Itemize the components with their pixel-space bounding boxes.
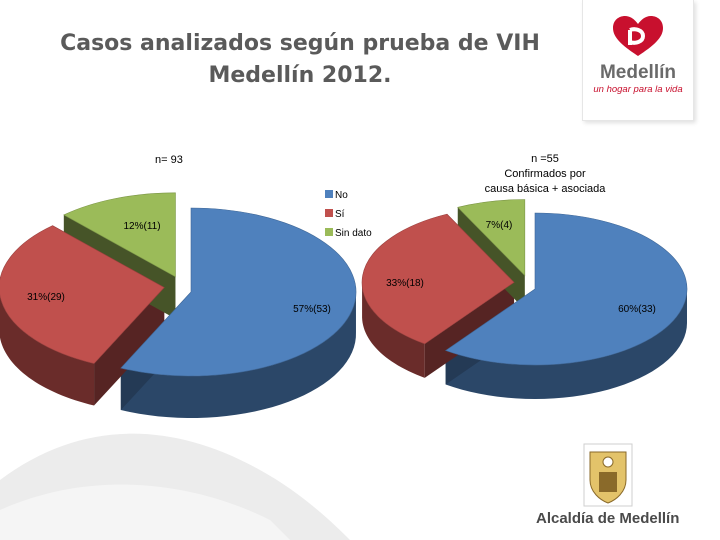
logo-name: Medellín [599,62,676,83]
chart-1: n= 93 57%(53) 31%(29) 12%(11) [0,154,357,418]
data-label-si-c2: 33%(18) [386,278,424,289]
data-label-sin-dato-c1: 12%(11) [123,221,160,232]
legend-swatch-sin-dato [325,228,333,236]
logo-tagline: un hogar para la vida [593,84,683,95]
data-label-no-c1: 57%(53) [293,304,331,315]
legend-label-sin-dato: Sin dato [335,228,372,239]
legend: No Sí Sin dato [325,190,372,239]
chart-2-title: n =55 Confirmados por causa básica + asoci… [485,153,607,195]
legend-swatch-si [325,209,333,217]
alcaldia-seal [583,443,633,507]
background-swoosh [0,433,350,540]
heart-icon [613,16,663,56]
chart-2: n =55 Confirmados por causa básica + asoci… [361,153,688,399]
legend-label-no: No [335,190,348,201]
title-line-1: Casos analizados según prueba de VIH [60,31,540,56]
slice-no-c1 [120,207,357,377]
page-title: Casos analizados según prueba de VIH Med… [40,28,560,92]
title-line-2: Medellín 2012. [208,63,392,88]
data-label-sin-dato-c2: 7%(4) [486,220,513,231]
legend-swatch-no [325,190,333,198]
slice-sin-dato-c2 [457,199,526,277]
slice-no-c2 [445,212,688,366]
footer-caption: Alcaldía de Medellín [536,510,680,527]
legend-label-si: Sí [335,209,345,220]
medellin-logo: Medellín un hogar para la vida [582,0,694,121]
chart-1-title: n= 93 [155,154,183,166]
slice-sin-dato-c1 [63,192,176,278]
slice-si-c1 [0,225,165,364]
data-label-si-c1: 31%(29) [27,292,65,303]
slice-si-c2 [361,213,515,345]
data-label-no-c2: 60%(33) [618,304,656,315]
